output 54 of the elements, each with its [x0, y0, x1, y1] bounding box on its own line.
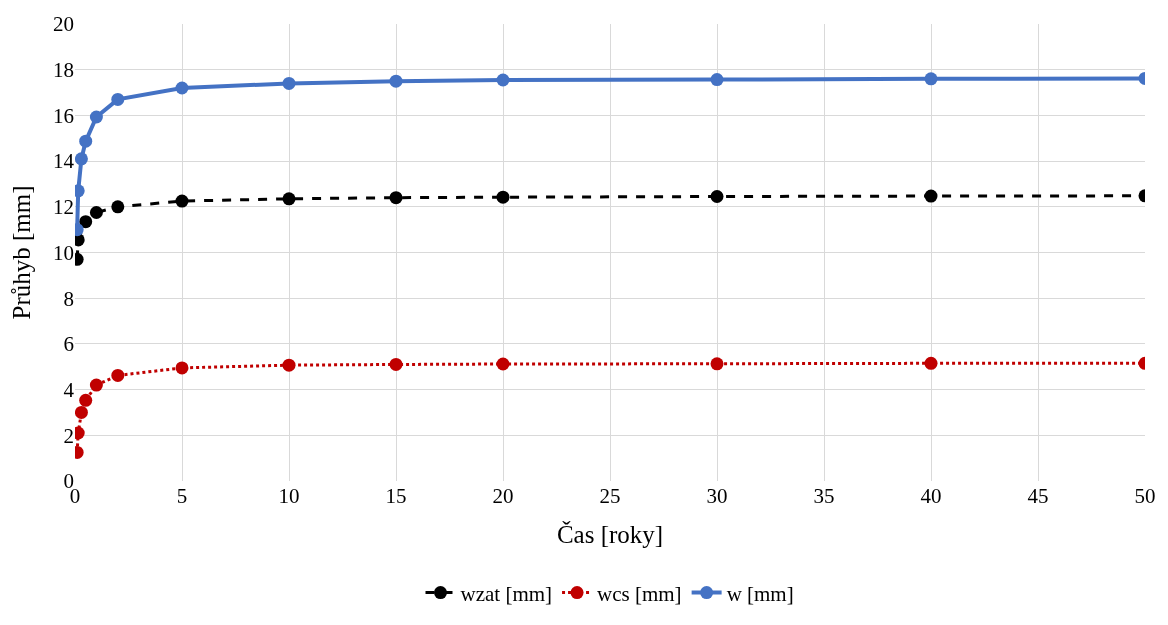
- point: [79, 393, 93, 407]
- point: [496, 357, 510, 371]
- point: [496, 73, 510, 87]
- y-axis-title: Průhyb [mm]: [7, 185, 35, 320]
- x-tick-label: 10: [278, 484, 300, 508]
- point: [389, 357, 403, 371]
- legend-label: w [mm]: [726, 581, 794, 606]
- y-tick-label: 4: [63, 377, 75, 402]
- point: [710, 190, 724, 204]
- point: [924, 356, 938, 370]
- x-axis-title: Čas [roky]: [556, 521, 664, 548]
- y-tick-label: 6: [63, 332, 74, 357]
- y-tick-label: 8: [63, 286, 74, 311]
- legend-label: wcs [mm]: [597, 581, 682, 606]
- x-tick-label: 35: [813, 484, 835, 508]
- point: [282, 192, 296, 206]
- point: [389, 191, 403, 205]
- x-tick-label: 50: [1134, 484, 1156, 508]
- point: [111, 200, 125, 214]
- y-tick-label: 18: [53, 58, 74, 83]
- point: [924, 189, 938, 203]
- y-tick-label: 14: [53, 149, 75, 174]
- point: [282, 358, 296, 372]
- point: [175, 81, 189, 95]
- x-tick-label: 45: [1027, 484, 1049, 508]
- y-tick-label: 10: [53, 240, 74, 265]
- y-tick-label: 20: [53, 12, 74, 37]
- point: [282, 76, 296, 90]
- point: [175, 361, 189, 375]
- point: [710, 73, 724, 87]
- point: [89, 110, 103, 124]
- point: [175, 194, 189, 208]
- point: [79, 215, 93, 229]
- point: [389, 74, 403, 88]
- point: [89, 378, 103, 392]
- y-tick-label: 2: [63, 423, 74, 448]
- point: [75, 152, 88, 166]
- point: [710, 357, 724, 371]
- x-tick-label: 5: [176, 484, 188, 508]
- x-tick-label: 25: [599, 484, 621, 508]
- x-tick-label: 20: [492, 484, 514, 508]
- x-tick-label: 30: [706, 484, 728, 508]
- point: [111, 92, 125, 106]
- point: [75, 405, 88, 419]
- y-tick-label: 12: [53, 195, 74, 220]
- point: [924, 72, 938, 86]
- point: [496, 190, 510, 204]
- point: [89, 206, 103, 219]
- point: [79, 134, 93, 148]
- y-tick-label: 16: [53, 103, 74, 128]
- point: [111, 368, 125, 382]
- x-tick-label: 15: [385, 484, 407, 508]
- legend-label: wzat [mm]: [460, 581, 553, 606]
- x-tick-label: 40: [920, 484, 942, 508]
